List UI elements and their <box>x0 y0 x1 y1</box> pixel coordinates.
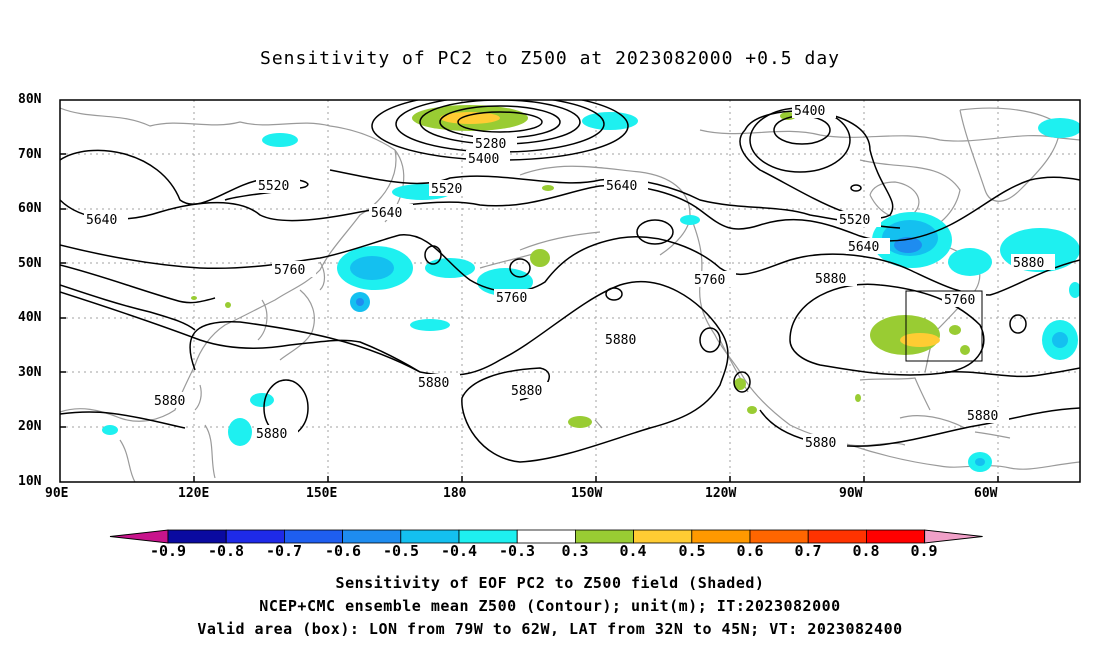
colorbar-label: -0.8 <box>207 542 245 560</box>
lat-label-70n: 70N <box>18 147 42 162</box>
caption-line-2: NCEP+CMC ensemble mean Z500 (Contour); u… <box>259 597 841 615</box>
colorbar-label: 0.5 <box>678 542 706 560</box>
contour-label: 5640 <box>371 206 402 221</box>
colorbar-label: 0.8 <box>852 542 880 560</box>
lat-label-20n: 20N <box>18 419 42 434</box>
contour-label: 5520 <box>839 213 870 228</box>
colorbar <box>109 529 983 544</box>
lon-label-90w: 90W <box>839 486 863 501</box>
colorbar-label: -0.7 <box>265 542 303 560</box>
lon-label-90e: 90E <box>45 486 69 501</box>
colorbar-label: 0.3 <box>561 542 589 560</box>
contour-label: 5640 <box>848 240 879 255</box>
contour-label: 5280 <box>475 137 506 152</box>
colorbar-label: 0.4 <box>619 542 647 560</box>
contour-label: 5760 <box>944 293 975 308</box>
lat-label-60n: 60N <box>18 201 42 216</box>
contour-label: 5880 <box>1013 256 1044 271</box>
z500-contours <box>60 100 1080 463</box>
lon-label-60w: 60W <box>974 486 998 501</box>
colorbar-label: 0.7 <box>794 542 822 560</box>
contour-label: 5640 <box>86 213 117 228</box>
contour-label: 5760 <box>496 291 527 306</box>
contour-label: 5520 <box>431 182 462 197</box>
colorbar-label: -0.5 <box>382 542 420 560</box>
contour-label: 5400 <box>468 152 499 167</box>
contour-label: 5880 <box>256 427 287 442</box>
map-ticks <box>60 153 999 482</box>
lat-label-30n: 30N <box>18 365 42 380</box>
map-title: Sensitivity of PC2 to Z500 at 2023082000… <box>259 48 840 69</box>
colorbar-label: 0.6 <box>736 542 764 560</box>
contour-label: 5760 <box>694 273 725 288</box>
lon-label-120e: 120E <box>178 486 210 501</box>
colorbar-right-arrow <box>924 529 983 544</box>
contour-label: 5880 <box>605 333 636 348</box>
colorbar-label: -0.4 <box>440 542 478 560</box>
caption-line-1: Sensitivity of EOF PC2 to Z500 field (Sh… <box>335 574 765 592</box>
contour-label: 5640 <box>606 179 637 194</box>
lat-label-80n: 80N <box>18 92 42 107</box>
contour-labels: 5400 5280 5400 5520 5520 5640 5640 5640 … <box>84 102 1055 451</box>
contour-label: 5400 <box>794 104 825 119</box>
contour-label: 5880 <box>154 394 185 409</box>
lat-label-50n: 50N <box>18 256 42 271</box>
sensitivity-shading <box>102 105 1080 472</box>
lat-label-40n: 40N <box>18 310 42 325</box>
colorbar-label: -0.3 <box>498 542 536 560</box>
lon-label-150e: 150E <box>306 486 338 501</box>
contour-label: 5880 <box>511 384 542 399</box>
valid-area-box <box>905 290 983 362</box>
lat-label-10n: 10N <box>18 474 42 489</box>
colorbar-label: -0.9 <box>149 542 187 560</box>
colorbar-label: -0.6 <box>324 542 362 560</box>
colorbar-label: 0.9 <box>910 542 938 560</box>
contour-label: 5880 <box>815 272 846 287</box>
lon-label-150w: 150W <box>571 486 603 501</box>
contour-label: 5760 <box>274 263 305 278</box>
lon-label-180: 180 <box>443 486 467 501</box>
contour-label: 5880 <box>967 409 998 424</box>
contour-label: 5880 <box>418 376 449 391</box>
map-frame <box>59 99 1081 483</box>
contour-label: 5520 <box>258 179 289 194</box>
caption-line-3: Valid area (box): LON from 79W to 62W, L… <box>197 620 903 638</box>
lon-label-120w: 120W <box>705 486 737 501</box>
contour-label: 5880 <box>805 436 836 451</box>
